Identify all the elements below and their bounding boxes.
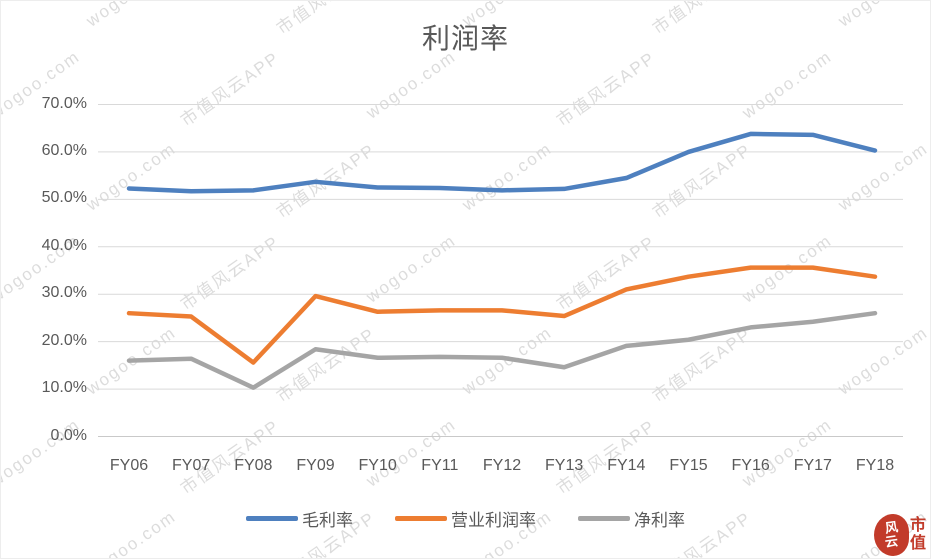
logo-side-text: 市 值	[910, 517, 926, 554]
x-axis-tick-label: FY15	[669, 457, 708, 474]
x-axis-tick-label: FY06	[109, 457, 149, 474]
shizhifengyun-logo: 风 云 市 值	[873, 514, 926, 556]
legend-item-net-margin: 净利率	[578, 506, 685, 531]
series-line-1	[126, 265, 878, 365]
y-axis-tick-label: 40.0%	[41, 236, 87, 254]
chart-title: 利润率	[421, 23, 509, 54]
x-axis-tick-label: FY16	[731, 457, 770, 474]
y-axis-tick-label: 10.0%	[41, 379, 87, 397]
x-axis-tick-label: FY11	[421, 457, 459, 474]
y-axis-tick-label: 0.0%	[50, 426, 87, 444]
series-line-0	[126, 131, 878, 194]
net-margin-line-swatch	[578, 516, 630, 521]
x-axis-tick-label: FY08	[234, 457, 273, 474]
y-axis-tick-label: 60.0%	[41, 141, 87, 159]
fengyun-seal-icon: 风 云	[873, 514, 909, 556]
y-axis-tick-label: 50.0%	[41, 189, 87, 207]
operating-margin-line-swatch	[395, 516, 447, 521]
y-axis-tick-label: 70.0%	[41, 94, 87, 112]
legend-label-net-margin: 净利率	[634, 511, 685, 530]
x-axis-tick-label: FY12	[482, 457, 522, 474]
legend-item-operating-margin: 营业利润率	[395, 506, 536, 531]
seal-char-bottom: 云	[883, 533, 899, 550]
x-axis-tick-label: FY14	[607, 457, 646, 474]
logo-side-char-top: 市	[909, 516, 926, 534]
series-line-2	[126, 310, 878, 390]
gross-margin-line-swatch	[246, 516, 298, 521]
y-axis-tick-label: 20.0%	[41, 331, 87, 349]
x-axis-tick-label: FY13	[545, 457, 584, 474]
legend-item-gross-margin: 毛利率	[246, 506, 353, 531]
x-axis-tick-label: FY07	[172, 457, 211, 474]
legend-label-gross-margin: 毛利率	[302, 511, 353, 530]
x-axis-tick-label: FY09	[296, 457, 335, 474]
chart-legend: 毛利率 营业利润率 净利率	[1, 506, 930, 531]
logo-side-char-bottom: 值	[909, 535, 926, 552]
x-axis-tick-label: FY18	[855, 457, 895, 474]
y-axis-tick-label: 30.0%	[41, 284, 87, 302]
legend-label-operating-margin: 营业利润率	[451, 511, 536, 530]
x-axis-tick-label: FY10	[358, 457, 397, 474]
x-axis-tick-label: FY17	[793, 457, 832, 474]
